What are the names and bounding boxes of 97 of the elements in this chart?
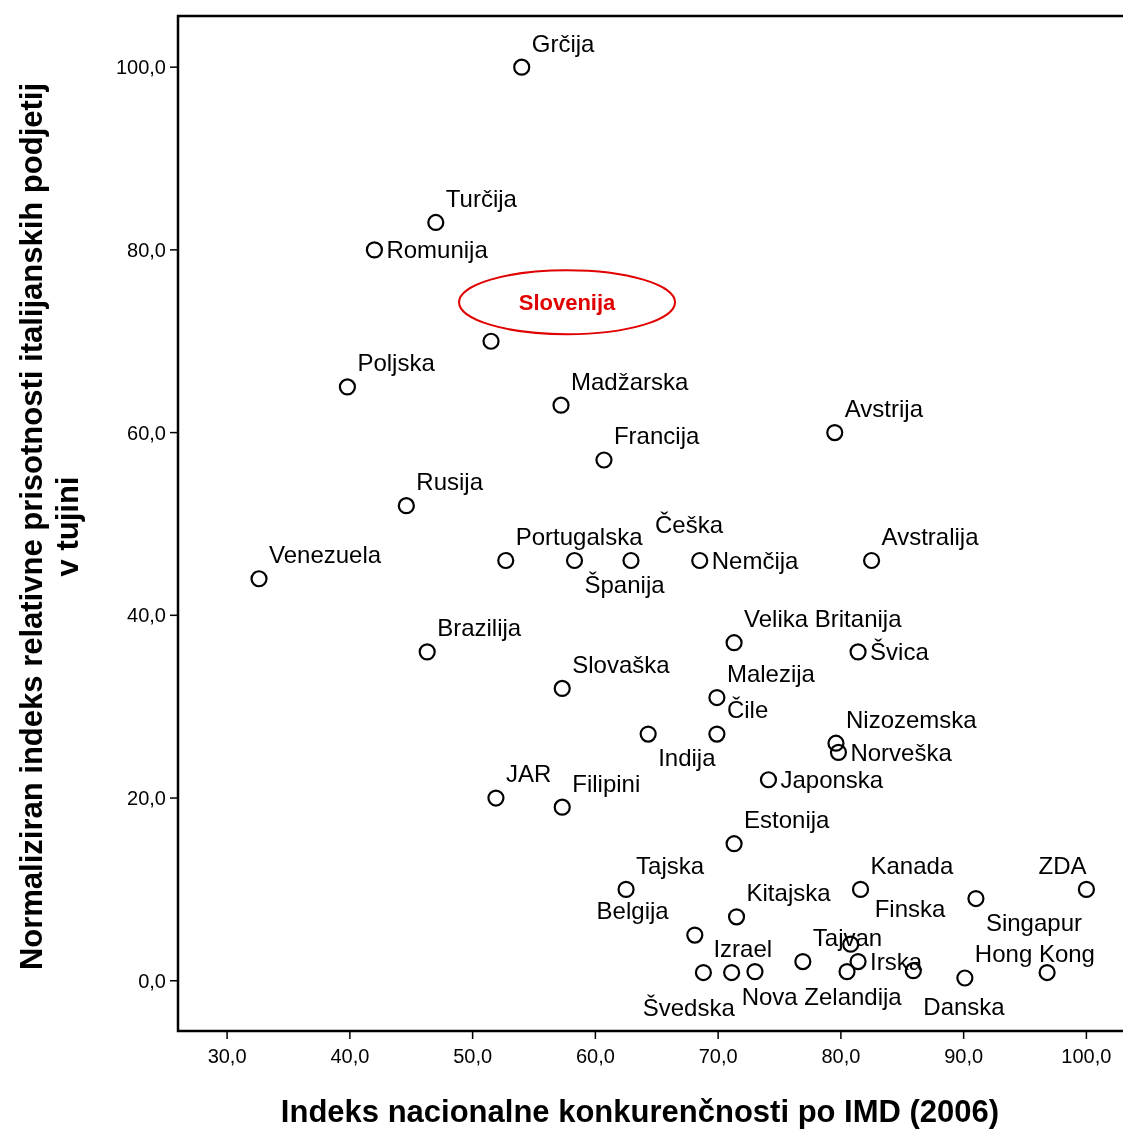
annotation: Izrael (713, 934, 773, 962)
point (759, 771, 778, 789)
annotation: Finska (874, 894, 947, 922)
annotation: Portugalska (515, 522, 644, 550)
point (686, 926, 704, 944)
annotation: Danska (923, 993, 1006, 1021)
point (827, 734, 845, 752)
point (794, 952, 812, 971)
point (617, 880, 635, 898)
x-tick-label: 40,0 (330, 1045, 370, 1067)
y-tick-label: 20,0 (127, 787, 166, 810)
annotation: Grčija (531, 29, 596, 57)
y-tick-label: 100,0 (115, 56, 166, 79)
point (397, 497, 415, 515)
annotation: Francija (613, 422, 700, 450)
annotation: Slovaška (572, 650, 671, 678)
point (694, 963, 712, 982)
annotation: Romunija (386, 236, 489, 264)
point (497, 551, 515, 570)
annotation: Nemčija (711, 546, 800, 574)
x-tick-label: 50,0 (453, 1045, 493, 1067)
y-tick-label: 40,0 (127, 604, 166, 627)
annotation: ZDA (1038, 851, 1087, 879)
annotation: Čile (726, 696, 769, 724)
point (487, 789, 505, 807)
point (691, 551, 709, 570)
point (639, 725, 657, 743)
annotation: Švedska (642, 994, 736, 1022)
point (956, 969, 974, 987)
x-tick-label: 80,0 (821, 1045, 861, 1067)
x-tick-label: 100,0 (1061, 1045, 1112, 1067)
annotation: Španija (584, 570, 666, 598)
point (513, 58, 531, 76)
annotation: Tajska (636, 851, 705, 879)
point (829, 743, 848, 761)
point (746, 963, 764, 981)
annotation: Kanada (870, 851, 954, 879)
point (849, 952, 867, 971)
annotation: Belgija (596, 897, 670, 925)
annotation: Venezuela (269, 541, 382, 569)
point (1077, 880, 1095, 898)
point (723, 963, 741, 982)
x-tick-label: 70,0 (698, 1045, 738, 1067)
y-tick-label: 80,0 (127, 238, 166, 261)
annotation: JAR (505, 760, 552, 788)
point (708, 725, 726, 743)
annotation: Nova Zelandija (741, 982, 903, 1010)
point (727, 908, 746, 926)
annotation: Češka (654, 510, 724, 538)
point (849, 643, 867, 661)
point (482, 332, 500, 350)
x-tick-label: 60,0 (575, 1045, 615, 1067)
annotation: Brazilija (437, 614, 522, 642)
y-tick-label: 60,0 (127, 421, 166, 444)
point (250, 570, 268, 588)
point (622, 551, 640, 570)
annotation: Švica (870, 638, 930, 666)
annotation: Kitajska (746, 879, 832, 907)
annotation: Japonska (780, 766, 884, 794)
annotation: Madžarska (571, 367, 690, 395)
point (851, 880, 870, 898)
annotation: Estonija (744, 806, 831, 834)
annotation: Filipini (572, 769, 641, 797)
annotation: Singapur (985, 908, 1082, 936)
y-axis-title: Normaliziran indeks relativne prisotnosti italijanskih podjetij v tujini (14, 82, 85, 971)
annotation: Avstrija (844, 395, 924, 422)
annotation: Hong Kong (974, 940, 1095, 968)
point (427, 213, 445, 232)
annotation: Malezija (726, 659, 816, 687)
point (826, 424, 844, 442)
annotation: Poljska (357, 349, 436, 377)
point (838, 963, 856, 981)
annotation: Rusija (416, 468, 484, 496)
point (553, 679, 571, 697)
point (595, 451, 613, 469)
point (553, 798, 571, 816)
annotation: Indija (658, 744, 717, 772)
annotation: Norveška (850, 738, 953, 766)
point (862, 551, 881, 570)
annotation: Turčija (445, 184, 518, 212)
annotation: Slovenija (518, 289, 617, 315)
annotation: Nizozemska (845, 705, 978, 733)
point (725, 835, 743, 853)
annotation: Velika Britanija (744, 605, 903, 633)
point (552, 396, 570, 414)
annotation: Avstralija (881, 522, 980, 550)
point (338, 378, 356, 396)
y-tick-label: 0,0 (138, 969, 166, 992)
point (967, 889, 985, 908)
point (708, 688, 726, 707)
point (418, 643, 436, 661)
x-tick-label: 90,0 (944, 1045, 984, 1067)
x-axis-title: Indeks nacionalne konkurenčnosti po IMD (2006) (280, 1094, 1000, 1129)
point (725, 634, 743, 652)
x-tick-label: 30,0 (207, 1045, 247, 1067)
point (365, 241, 384, 259)
point (565, 551, 584, 570)
